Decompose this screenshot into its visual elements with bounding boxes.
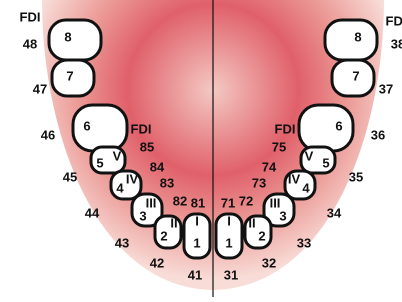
tooth-number: 6 (335, 118, 342, 133)
fdi-code: 45 (63, 169, 77, 184)
fdi-code: 48 (23, 36, 37, 51)
fdi-code: 72 (239, 193, 253, 208)
fdi-code: 42 (150, 255, 164, 270)
tooth-number: 8 (354, 29, 361, 44)
dental-chart: FDIFDI848747646545444343242141V85IV84III… (0, 0, 402, 297)
fdi-heading: FDI (275, 121, 296, 136)
tooth-number: 1 (193, 235, 200, 250)
tooth-number: 2 (258, 228, 265, 243)
tooth-number: 4 (116, 180, 124, 195)
fdi-heading: FDI (20, 9, 41, 24)
fdi-code: 41 (188, 267, 202, 282)
fdi-heading: FDI (386, 13, 402, 28)
fdi-code: 44 (85, 205, 100, 220)
fdi-code: 74 (262, 159, 277, 174)
page: {"quadrants": [ {"fdi_heading": "FDI", "… (0, 0, 402, 297)
tooth (49, 20, 101, 60)
tooth-number: 3 (279, 208, 286, 223)
fdi-code: 81 (191, 195, 205, 210)
fdi-code: 32 (262, 255, 276, 270)
fdi-code: 46 (41, 127, 55, 142)
fdi-code: 34 (327, 205, 342, 220)
fdi-code: 37 (379, 81, 393, 96)
tooth (299, 105, 353, 151)
tooth-number: 4 (302, 180, 310, 195)
primary-tooth: III (146, 195, 157, 210)
primary-tooth: II (248, 215, 255, 230)
fdi-code: 33 (297, 235, 311, 250)
fdi-code: 82 (173, 193, 187, 208)
tooth-number: 7 (66, 68, 73, 83)
tooth-number: 5 (322, 155, 329, 170)
tooth-number: 2 (160, 228, 167, 243)
fdi-code: 73 (252, 175, 266, 190)
tooth (325, 20, 377, 60)
fdi-code: 43 (115, 235, 129, 250)
primary-tooth: III (270, 195, 281, 210)
primary-tooth: I (195, 213, 199, 228)
fdi-heading: FDI (131, 121, 152, 136)
tooth-number: 1 (225, 235, 232, 250)
fdi-code: 83 (160, 175, 174, 190)
fdi-code: 38 (391, 36, 402, 51)
fdi-code: 31 (224, 267, 238, 282)
tooth-number: 3 (139, 208, 146, 223)
fdi-code: 47 (33, 81, 47, 96)
tooth-number: 5 (96, 155, 103, 170)
fdi-code: 36 (371, 127, 385, 142)
tooth-number: 8 (64, 29, 71, 44)
fdi-code: 75 (272, 139, 286, 154)
fdi-code: 85 (140, 139, 154, 154)
tooth (73, 105, 127, 151)
primary-tooth: I (227, 213, 231, 228)
tooth-number: 6 (83, 118, 90, 133)
tooth-number: 7 (352, 68, 359, 83)
fdi-code: 84 (150, 159, 165, 174)
primary-tooth: V (305, 148, 314, 163)
primary-tooth: IV (288, 171, 301, 186)
primary-tooth: V (113, 148, 122, 163)
primary-tooth: II (170, 215, 177, 230)
fdi-code: 71 (221, 195, 235, 210)
fdi-code: 35 (349, 169, 363, 184)
primary-tooth: IV (126, 171, 139, 186)
